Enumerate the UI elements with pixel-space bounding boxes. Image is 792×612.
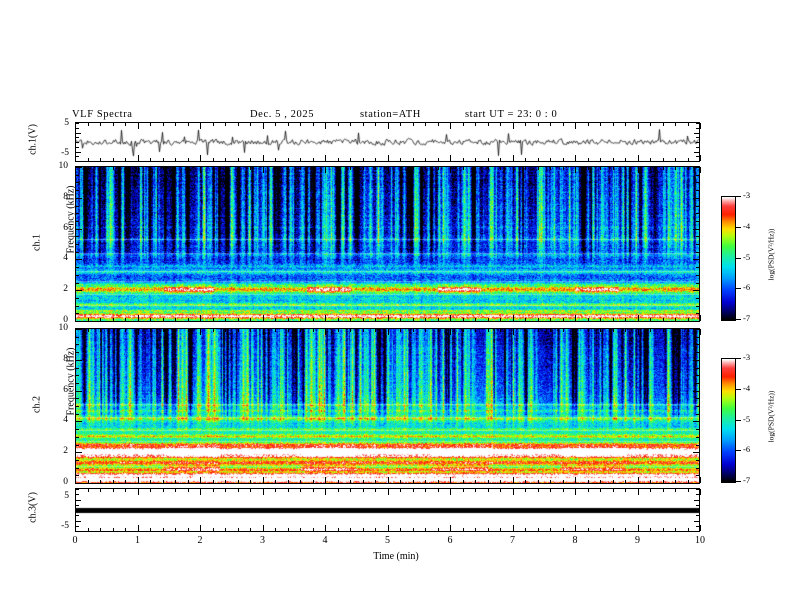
ch1_spec-ytick-2: 2 <box>63 284 68 295</box>
ch1-waveform-canvas <box>76 123 699 161</box>
ch1-wave-ytick-bottom: -5 <box>61 148 69 158</box>
ch3-wave-ytick-bottom: -5 <box>61 521 69 531</box>
x-major-tick <box>700 167 701 173</box>
ch1_spec-ytick-6: 6 <box>63 222 68 233</box>
ch1-wave-axis-label: ch.1(V) <box>27 124 39 155</box>
x-tick-label-0: 0 <box>72 535 78 546</box>
x-tick-label-4: 4 <box>322 535 328 546</box>
ch2_spec-ytick-0: 0 <box>63 477 68 487</box>
x-tick-label-8: 8 <box>572 535 578 546</box>
colorbar-tick <box>736 196 741 197</box>
colorbar-tick-label-1--4: -4 <box>743 382 751 393</box>
figure-station: station=ATH <box>360 109 421 120</box>
x-tick-label-7: 7 <box>510 535 515 546</box>
ch3-waveform-canvas <box>76 489 699 531</box>
x-major-tick <box>700 489 701 495</box>
x-major-tick <box>700 155 701 161</box>
colorbar-tick <box>736 389 741 390</box>
ch2-colorbar-gradient <box>721 358 736 483</box>
x-major-tick <box>700 315 701 321</box>
x-tick-label-6: 6 <box>447 535 453 546</box>
x-major-tick <box>700 123 701 129</box>
figure-title: VLF Spectra <box>72 109 133 120</box>
x-tick-label-2: 2 <box>197 535 203 546</box>
colorbar-tick-label-0--6: -6 <box>743 282 751 293</box>
ch2_spec-ytick-10: 10 <box>58 323 69 333</box>
ch1-colorbar-gradient <box>721 196 736 321</box>
colorbar-tick <box>736 481 741 482</box>
colorbar-tick-label-1--3: -3 <box>743 352 751 362</box>
ch2-spec-channel-label: ch.2 <box>31 396 43 413</box>
colorbar-tick <box>736 258 741 259</box>
x-axis-title: Time (min) <box>373 551 419 562</box>
colorbar-tick-label-0--4: -4 <box>743 220 751 231</box>
ch3-wave-axis-label: ch.3(V) <box>27 492 39 523</box>
ch1-spectrogram-canvas <box>76 167 699 321</box>
ch2_spec-ytick-2: 2 <box>63 446 68 457</box>
ch2_spec-ytick-8: 8 <box>63 353 68 364</box>
ch1_spec-ytick-10: 10 <box>58 161 69 171</box>
ch1-spectrogram-panel <box>75 166 700 322</box>
ch2-colorbar <box>721 358 736 483</box>
colorbar-tick <box>736 450 741 451</box>
ch1_spec-ytick-4: 4 <box>63 253 68 264</box>
ch1_spec-ytick-8: 8 <box>63 191 68 202</box>
x-tick-label-10: 10 <box>695 535 705 546</box>
ch1-spec-axis-label: Frequency (kHz) <box>65 185 77 254</box>
x-tick-label-3: 3 <box>260 535 265 546</box>
x-tick-label-9: 9 <box>635 535 640 546</box>
colorbar-tick-label-1--7: -7 <box>743 475 751 485</box>
colorbar-tick-label-0--7: -7 <box>743 313 751 323</box>
colorbar-tick-label-1--5: -5 <box>743 413 751 424</box>
figure-start-ut: start UT = 23: 0 : 0 <box>465 109 558 120</box>
x-major-tick <box>700 329 701 335</box>
ch1-waveform-panel <box>75 122 700 162</box>
ch1-spec-channel-label: ch.1 <box>31 234 43 251</box>
x-major-tick <box>700 525 701 531</box>
ch2_spec-ytick-6: 6 <box>63 384 68 395</box>
ch3-waveform-panel <box>75 488 700 532</box>
x-tick-label-5: 5 <box>385 535 390 546</box>
ch2-spec-axis-label: Frequency (kHz) <box>65 347 77 416</box>
ch2-spectrogram-canvas <box>76 329 699 483</box>
colorbar-tick <box>736 420 741 421</box>
colorbar-tick <box>736 227 741 228</box>
ch2-spectrogram-panel <box>75 328 700 484</box>
ch1_spec-ytick-0: 0 <box>63 315 68 325</box>
ch2-colorbar-title: log(PSD(V²/Hz)) <box>766 390 776 443</box>
figure-date: Dec. 5 , 2025 <box>250 109 315 120</box>
colorbar-tick-label-0--3: -3 <box>743 190 751 200</box>
ch3-wave-ytick-top: 5 <box>64 491 69 501</box>
colorbar-tick-label-1--6: -6 <box>743 444 751 455</box>
x-major-tick <box>700 477 701 483</box>
ch1-colorbar-title: log(PSD(V²/Hz)) <box>766 228 776 281</box>
colorbar-tick <box>736 288 741 289</box>
ch1-colorbar <box>721 196 736 321</box>
ch1-wave-ytick-top: 5 <box>64 118 69 128</box>
colorbar-tick <box>736 358 741 359</box>
colorbar-tick <box>736 319 741 320</box>
ch2_spec-ytick-4: 4 <box>63 415 68 426</box>
colorbar-tick-label-0--5: -5 <box>743 251 751 262</box>
x-tick-label-1: 1 <box>135 535 140 546</box>
